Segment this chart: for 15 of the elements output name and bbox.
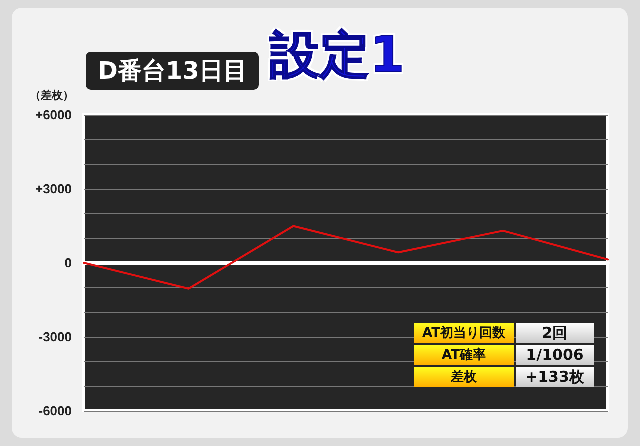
- chart-title: 設定1: [270, 26, 405, 84]
- y-axis-title: （差枚）: [30, 88, 74, 103]
- y-tick-label: 0: [64, 256, 72, 270]
- annotation: 差枚: [414, 367, 514, 387]
- y-tick-label: -6000: [38, 404, 72, 418]
- y-tick-label: +3000: [35, 182, 72, 196]
- annotation: AT初当り回数: [414, 323, 514, 343]
- chart-subtitle: D番台13日目: [86, 52, 260, 90]
- line-series: [83, 225, 609, 290]
- y-tick-label: +6000: [35, 108, 72, 122]
- annotation: AT確率: [414, 345, 514, 365]
- annotation: +133枚: [516, 367, 594, 387]
- annotation: 1/1006: [516, 345, 594, 365]
- y-tick-label: -3000: [38, 330, 72, 344]
- annotation: 2回: [516, 323, 594, 343]
